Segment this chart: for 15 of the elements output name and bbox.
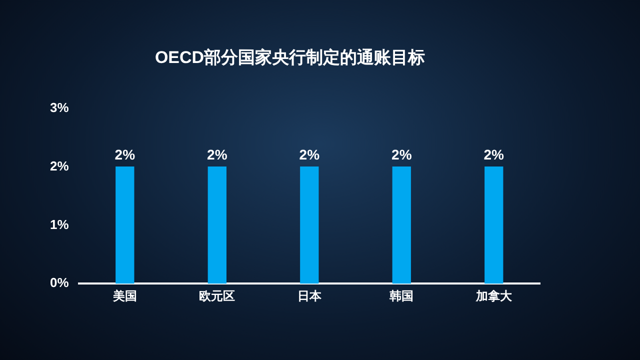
x-tick-label: 加拿大: [474, 289, 513, 304]
y-tick-label: 0%: [50, 275, 70, 290]
x-tick-label: 日本: [297, 289, 322, 304]
y-tick-label: 3%: [50, 100, 70, 115]
data-label: 2%: [299, 146, 320, 163]
data-label: 2%: [392, 146, 412, 163]
data-label: 2%: [207, 146, 228, 163]
x-tick-label: 美国: [112, 289, 137, 304]
data-label: 2%: [484, 146, 505, 163]
y-tick-label: 2%: [50, 158, 70, 174]
data-label: 2%: [114, 146, 136, 163]
y-tick-label: 1%: [50, 216, 70, 232]
x-tick-label: 欧元区: [199, 289, 236, 304]
x-tick-label: 韩国: [388, 289, 414, 304]
chart-title: OECD部分国家央行制定的通账目标: [154, 48, 426, 67]
